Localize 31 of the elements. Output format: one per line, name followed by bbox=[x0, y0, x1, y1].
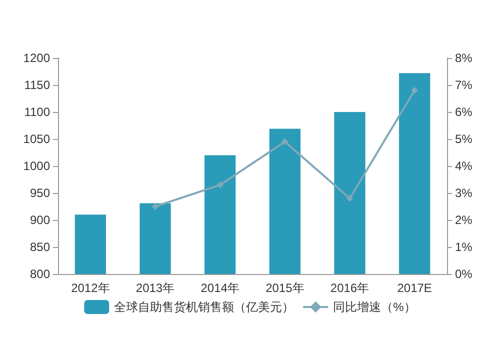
y-tick-label: 800 bbox=[30, 267, 50, 281]
point bbox=[216, 181, 224, 188]
y-tick-label: 1000 bbox=[23, 159, 50, 173]
point bbox=[346, 194, 354, 202]
y-tick-label: 1100 bbox=[24, 105, 50, 119]
legend-label: 全球自助售货机销售额（亿美元） bbox=[114, 300, 294, 314]
y-tick-label: 950 bbox=[30, 186, 50, 200]
y-tick-label: 850 bbox=[30, 240, 50, 254]
y2-tick-label: 5% bbox=[455, 132, 473, 146]
x-tick-label: 2016年 bbox=[330, 281, 370, 295]
point bbox=[281, 138, 288, 146]
legend-label: 同比增速（%） bbox=[333, 300, 416, 314]
x-tick-label: 2012年 bbox=[71, 281, 110, 295]
y-tick-label: 1150 bbox=[24, 78, 50, 92]
y2-tick-label: 2% bbox=[455, 213, 473, 227]
y2-tick-label: 0% bbox=[455, 267, 473, 281]
y2-tick-label: 8% bbox=[455, 51, 473, 65]
point bbox=[411, 86, 418, 94]
y2-tick-label: 7% bbox=[455, 78, 473, 92]
y2-tick-label: 6% bbox=[455, 105, 473, 119]
y-tick-label: 900 bbox=[30, 213, 50, 227]
y-tick-label: 1200 bbox=[23, 51, 50, 65]
point bbox=[152, 203, 159, 210]
y2-tick-label: 4% bbox=[455, 159, 473, 173]
x-tick-label: 2013年 bbox=[136, 281, 175, 295]
x-tick-label: 2015年 bbox=[266, 281, 304, 295]
x-tick-label: 2014年 bbox=[200, 281, 240, 295]
y-tick-label: 1050 bbox=[23, 132, 50, 146]
y2-tick-label: 3% bbox=[455, 186, 473, 200]
x-tick-label: 2017E bbox=[397, 281, 432, 295]
y2-tick-label: 1% bbox=[455, 240, 473, 254]
